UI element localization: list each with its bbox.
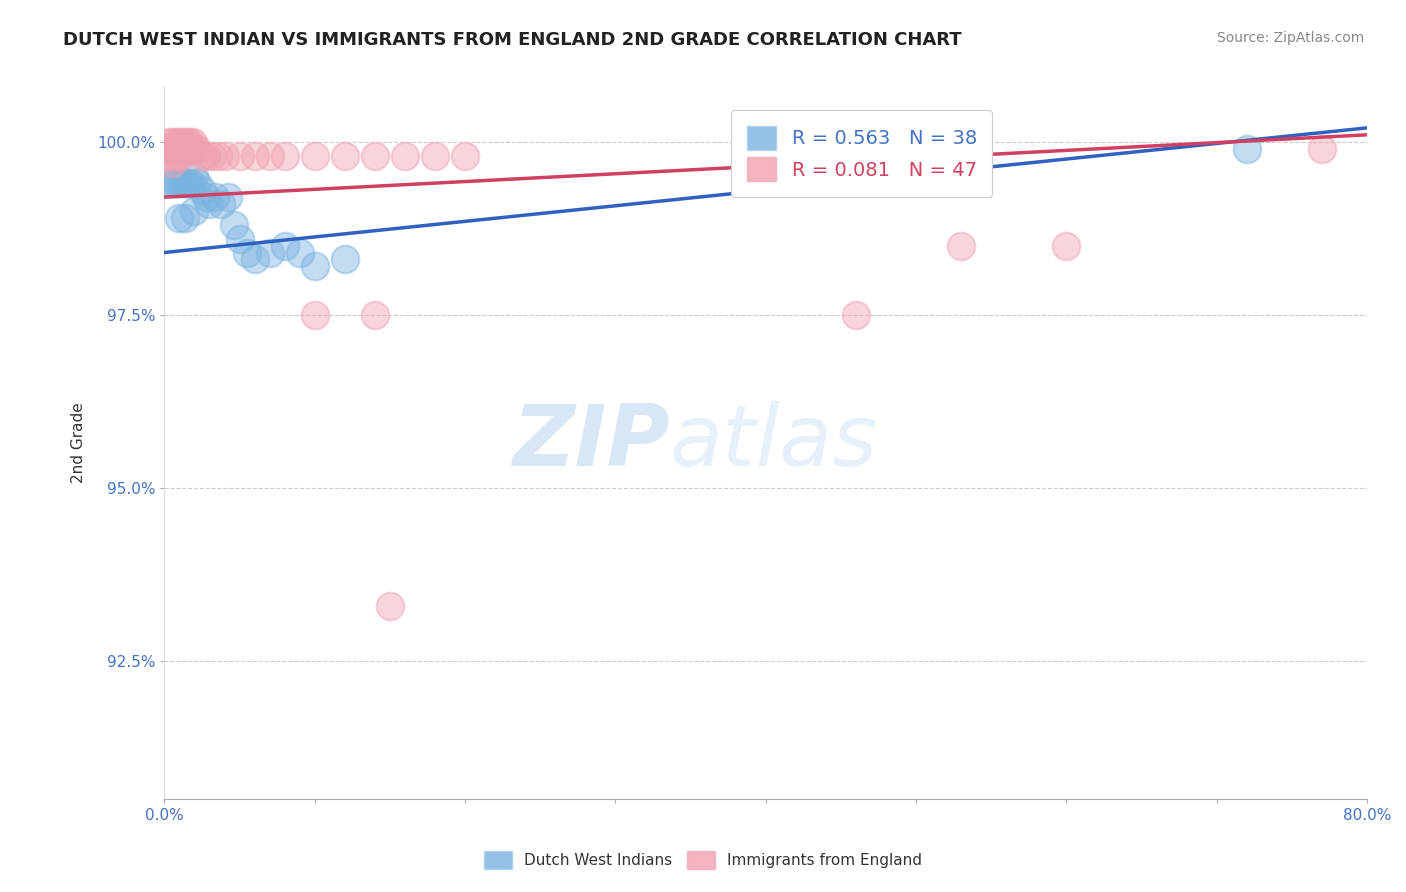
Point bbox=[243, 252, 266, 267]
Point bbox=[173, 135, 195, 149]
Point bbox=[165, 176, 187, 190]
Point bbox=[191, 183, 214, 197]
Point bbox=[454, 148, 477, 162]
Point bbox=[198, 197, 221, 211]
Point bbox=[167, 142, 190, 156]
Point bbox=[333, 148, 356, 162]
Point bbox=[273, 238, 295, 252]
Point bbox=[333, 252, 356, 267]
Point bbox=[169, 176, 191, 190]
Point bbox=[214, 148, 236, 162]
Point bbox=[181, 135, 204, 149]
Point bbox=[304, 260, 326, 274]
Point bbox=[364, 308, 387, 322]
Point bbox=[167, 135, 190, 149]
Point bbox=[157, 135, 180, 149]
Point bbox=[172, 142, 194, 156]
Point bbox=[170, 148, 193, 162]
Point bbox=[183, 142, 205, 156]
Point bbox=[288, 245, 311, 260]
Point bbox=[228, 232, 250, 246]
Point bbox=[167, 148, 190, 162]
Point bbox=[160, 155, 183, 169]
Point bbox=[243, 148, 266, 162]
Point bbox=[180, 142, 202, 156]
Point bbox=[180, 176, 202, 190]
Point bbox=[160, 135, 183, 149]
Point bbox=[1310, 142, 1333, 156]
Point bbox=[157, 148, 180, 162]
Point bbox=[273, 148, 295, 162]
Point bbox=[195, 148, 218, 162]
Point bbox=[304, 148, 326, 162]
Point bbox=[172, 176, 194, 190]
Point bbox=[176, 142, 198, 156]
Point bbox=[169, 211, 191, 225]
Text: DUTCH WEST INDIAN VS IMMIGRANTS FROM ENGLAND 2ND GRADE CORRELATION CHART: DUTCH WEST INDIAN VS IMMIGRANTS FROM ENG… bbox=[63, 31, 962, 49]
Point bbox=[176, 135, 198, 149]
Point bbox=[159, 176, 181, 190]
Point bbox=[259, 245, 281, 260]
Point bbox=[163, 142, 186, 156]
Point bbox=[160, 142, 183, 156]
Point bbox=[259, 148, 281, 162]
Point bbox=[179, 142, 201, 156]
Text: atlas: atlas bbox=[669, 401, 877, 484]
Point bbox=[1054, 238, 1077, 252]
Point bbox=[364, 148, 387, 162]
Point bbox=[904, 148, 927, 162]
Legend: R = 0.563   N = 38, R = 0.081   N = 47: R = 0.563 N = 38, R = 0.081 N = 47 bbox=[731, 111, 993, 196]
Point bbox=[170, 142, 193, 156]
Point bbox=[195, 190, 218, 204]
Point bbox=[177, 176, 200, 190]
Point bbox=[165, 142, 187, 156]
Point bbox=[1236, 142, 1258, 156]
Point bbox=[304, 308, 326, 322]
Point bbox=[162, 142, 184, 156]
Point bbox=[394, 148, 416, 162]
Point bbox=[378, 599, 401, 613]
Point bbox=[423, 148, 446, 162]
Point bbox=[157, 142, 180, 156]
Point bbox=[174, 176, 197, 190]
Text: Source: ZipAtlas.com: Source: ZipAtlas.com bbox=[1216, 31, 1364, 45]
Point bbox=[222, 218, 245, 232]
Point bbox=[177, 142, 200, 156]
Point bbox=[186, 176, 208, 190]
Point bbox=[204, 190, 226, 204]
Legend: Dutch West Indians, Immigrants from England: Dutch West Indians, Immigrants from Engl… bbox=[478, 845, 928, 875]
Point bbox=[228, 148, 250, 162]
Text: ZIP: ZIP bbox=[512, 401, 669, 484]
Point bbox=[170, 135, 193, 149]
Point bbox=[211, 197, 233, 211]
Point bbox=[949, 238, 972, 252]
Point bbox=[183, 169, 205, 184]
Point bbox=[163, 135, 186, 149]
Point bbox=[159, 142, 181, 156]
Point bbox=[183, 204, 205, 219]
Point bbox=[217, 190, 239, 204]
Point bbox=[162, 176, 184, 190]
Point bbox=[163, 148, 186, 162]
Point bbox=[160, 148, 183, 162]
Point bbox=[179, 135, 201, 149]
Point bbox=[186, 142, 208, 156]
Point bbox=[191, 148, 214, 162]
Point bbox=[236, 245, 259, 260]
Point bbox=[169, 142, 191, 156]
Point bbox=[207, 148, 229, 162]
Point bbox=[173, 142, 195, 156]
Point bbox=[845, 308, 868, 322]
Y-axis label: 2nd Grade: 2nd Grade bbox=[72, 402, 86, 483]
Point bbox=[201, 148, 224, 162]
Point bbox=[174, 142, 197, 156]
Point bbox=[174, 211, 197, 225]
